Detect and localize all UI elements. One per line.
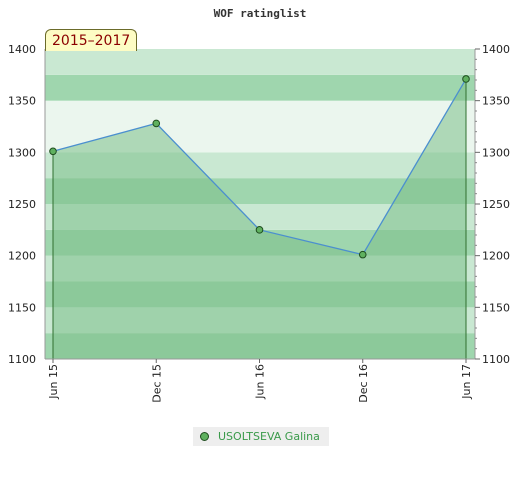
background-band bbox=[45, 49, 475, 75]
y-tick-label-right: 1150 bbox=[482, 301, 510, 314]
series-area bbox=[52, 78, 467, 359]
x-tick-label: Dec 15 bbox=[150, 364, 163, 403]
x-tick-label: Jun 16 bbox=[254, 364, 267, 400]
y-tick-label-left: 1100 bbox=[8, 353, 36, 366]
data-point[interactable] bbox=[255, 226, 264, 234]
series-points bbox=[49, 75, 470, 259]
data-point[interactable] bbox=[358, 250, 367, 259]
legend[interactable]: USOLTSEVA Galina bbox=[193, 427, 329, 446]
data-point[interactable] bbox=[49, 147, 57, 156]
x-tick-label: Jun 17 bbox=[460, 364, 473, 400]
series-area-fill bbox=[53, 78, 466, 359]
y-axis-left: 1100 1150 1200 1250 1300 1350 1400 bbox=[8, 43, 46, 366]
y-tick-label-right: 1300 bbox=[482, 146, 510, 159]
legend-label: USOLTSEVA Galina bbox=[218, 430, 320, 443]
x-axis: Jun 15 Dec 15 Jun 16 Dec 16 Jun 17 bbox=[45, 358, 475, 403]
y-tick-label-left: 1300 bbox=[8, 146, 36, 159]
background-band bbox=[45, 100, 475, 127]
x-tick-label: Dec 16 bbox=[357, 364, 370, 403]
chart-title: WOF ratinglist bbox=[214, 7, 307, 20]
data-point[interactable] bbox=[462, 75, 470, 83]
period-badge: 2015–2017 bbox=[45, 29, 138, 51]
background-band bbox=[45, 74, 475, 101]
legend-marker-icon bbox=[200, 432, 209, 441]
y-axis-right: 1100 1150 1200 1250 1300 1350 1400 bbox=[474, 43, 510, 366]
y-tick-label-left: 1200 bbox=[8, 250, 36, 263]
y-tick-label-left: 1150 bbox=[8, 301, 36, 314]
y-tick-label-right: 1400 bbox=[482, 43, 510, 56]
y-tick-label-right: 1200 bbox=[482, 250, 510, 263]
y-tick-label-left: 1400 bbox=[8, 43, 36, 56]
y-tick-label-left: 1250 bbox=[8, 198, 36, 211]
y-tick-label-right: 1350 bbox=[482, 95, 510, 108]
x-tick-label: Jun 15 bbox=[47, 364, 60, 400]
data-point[interactable] bbox=[152, 119, 161, 128]
y-tick-label-right: 1100 bbox=[482, 353, 510, 366]
y-tick-label-left: 1350 bbox=[8, 95, 36, 108]
y-tick-label-right: 1250 bbox=[482, 198, 510, 211]
